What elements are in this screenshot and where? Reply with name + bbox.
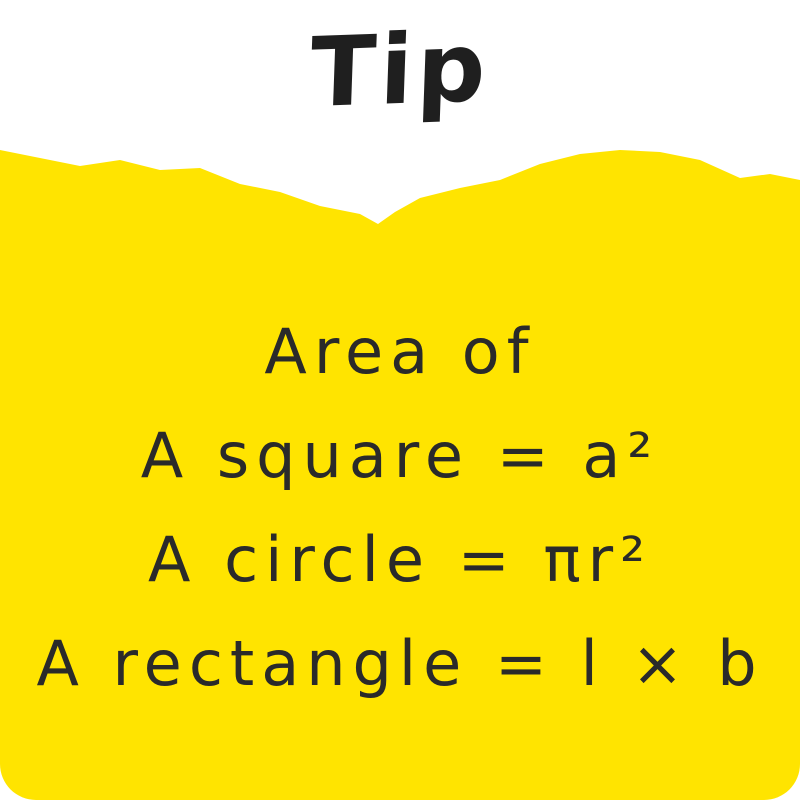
formula-square: A square = a² xyxy=(140,419,660,492)
formula-heading: Area of xyxy=(264,315,536,388)
formula-rectangle: A rectangle = l × b xyxy=(36,627,764,700)
formula-list: Area of A square = a² A circle = πr² A r… xyxy=(0,300,800,716)
formula-circle: A circle = πr² xyxy=(147,523,653,596)
